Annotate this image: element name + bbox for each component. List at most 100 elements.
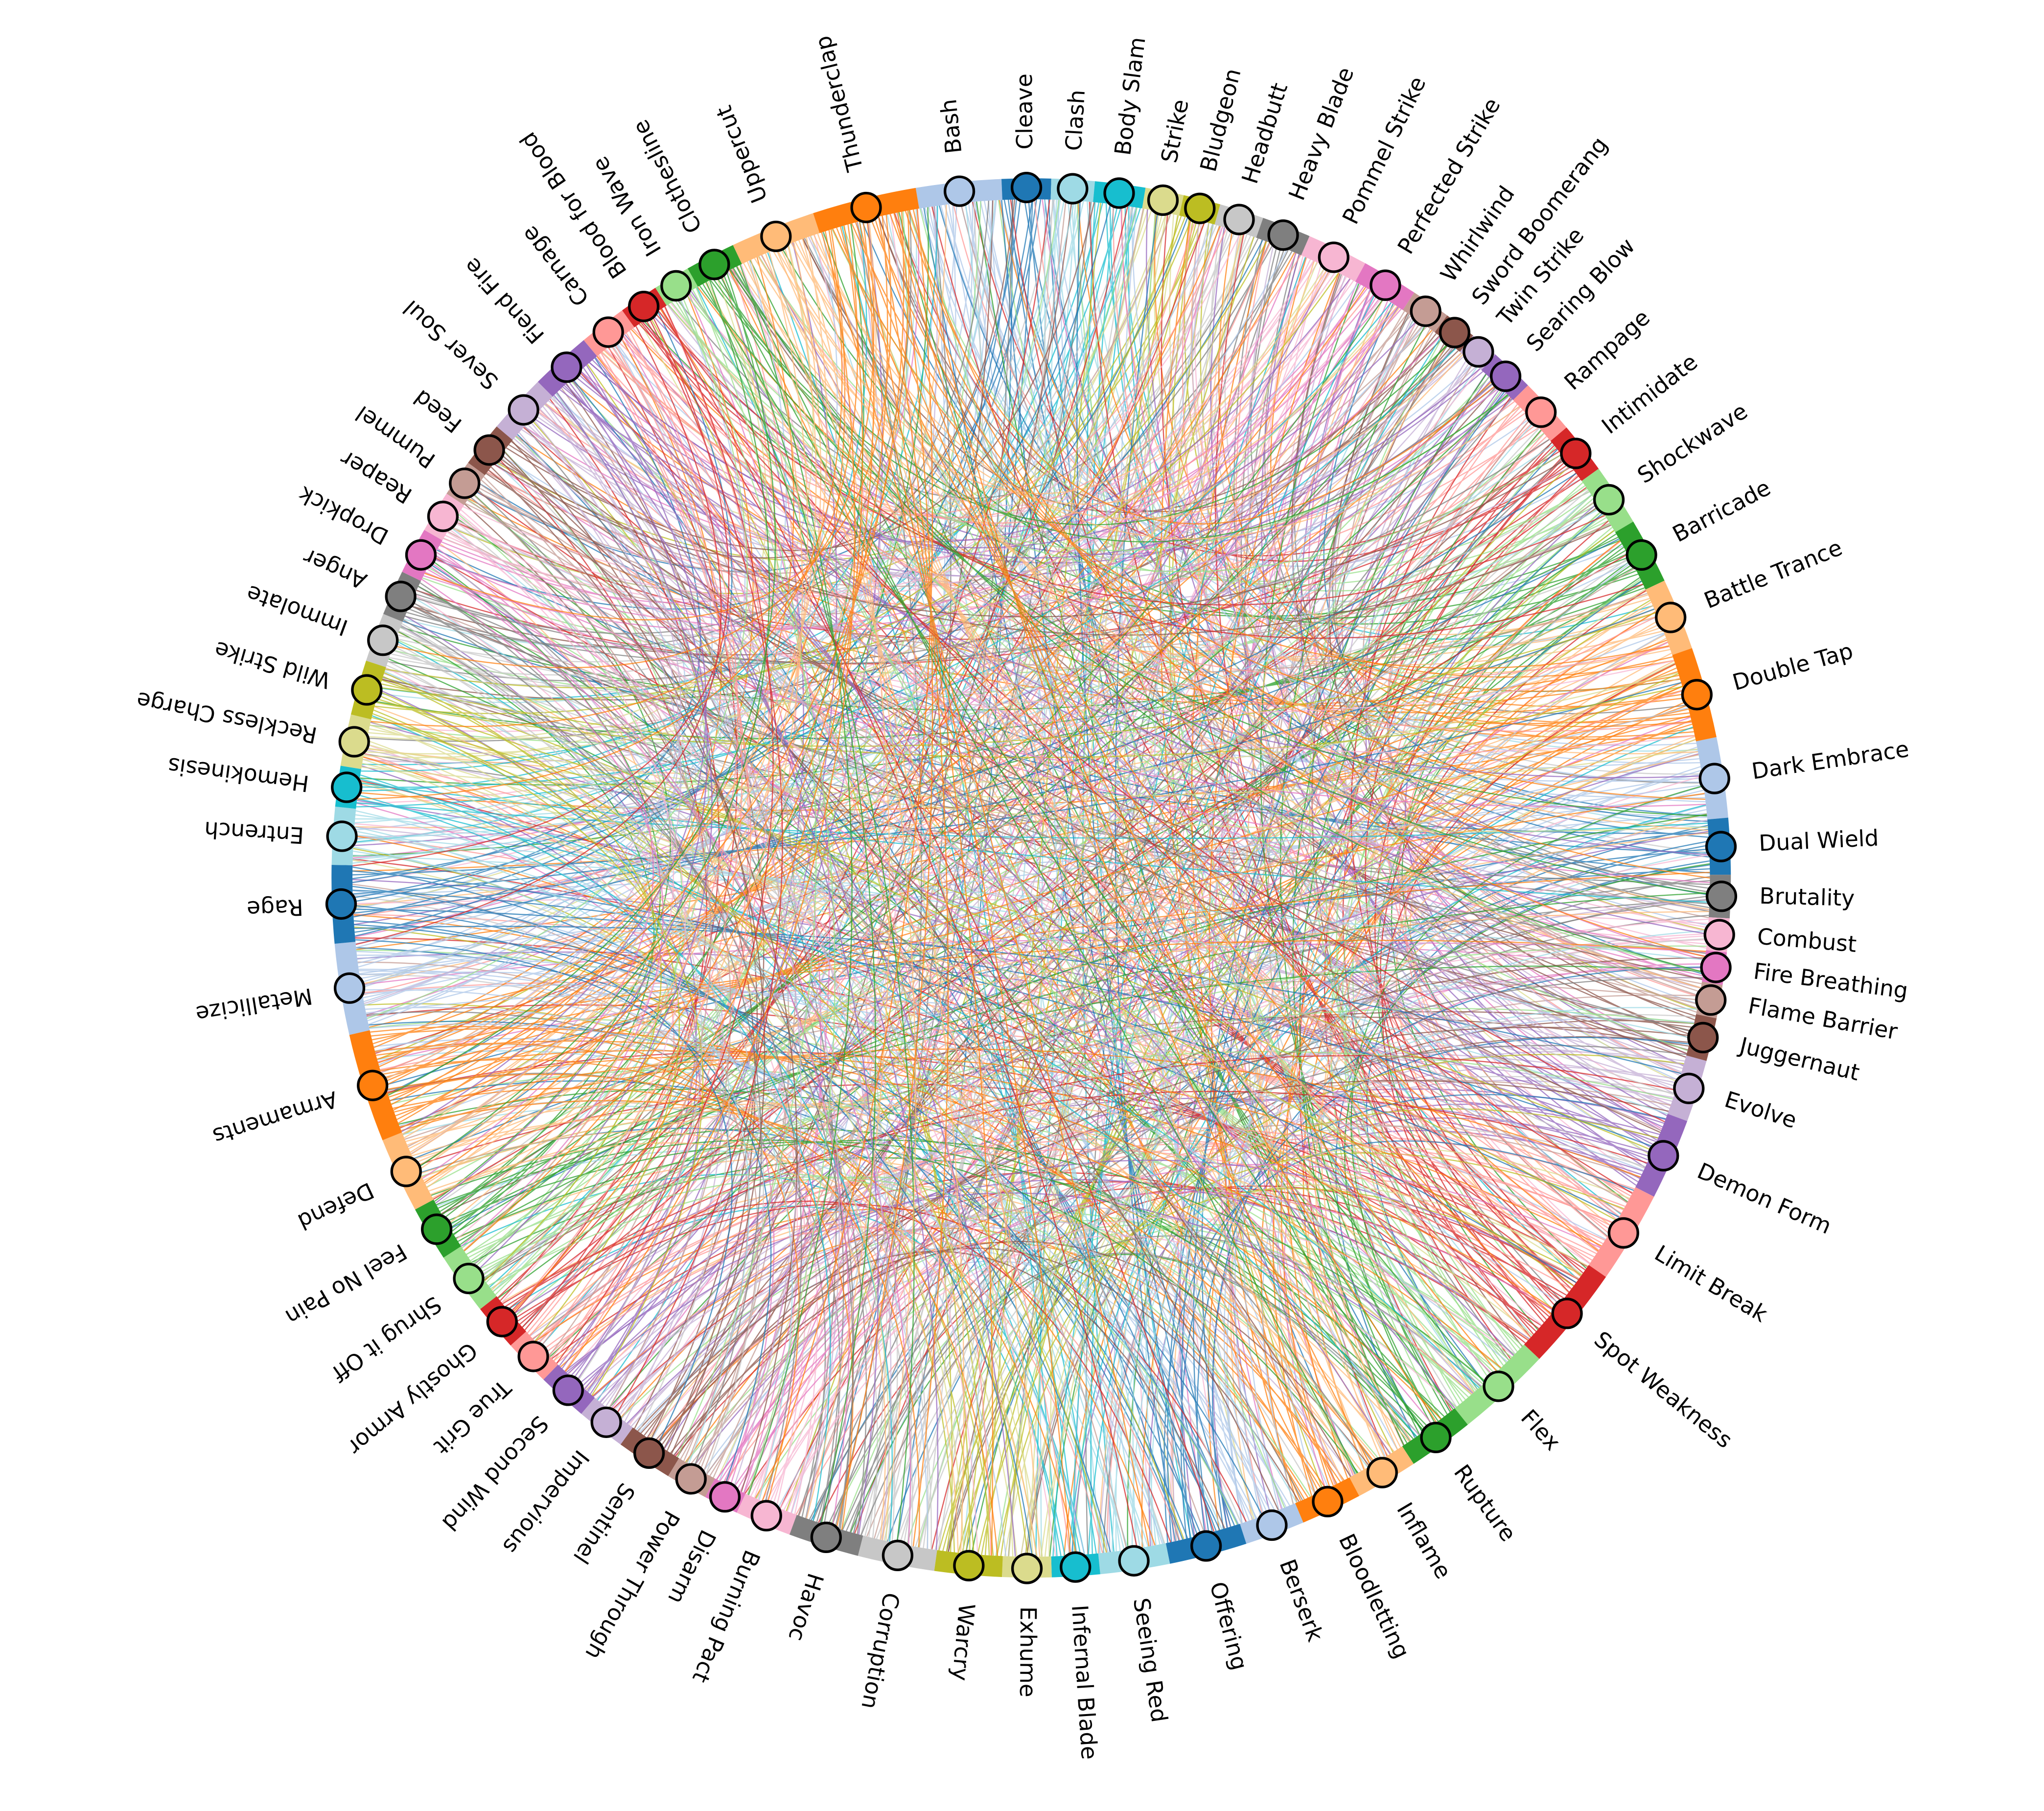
node-marker xyxy=(338,726,370,758)
node-marker xyxy=(1560,438,1592,469)
node-label: Intimidate xyxy=(1597,349,1702,440)
node-marker xyxy=(405,539,437,571)
node-label: Rage xyxy=(246,894,303,922)
node-marker xyxy=(1673,1072,1705,1104)
node-marker xyxy=(1593,484,1625,516)
node-marker xyxy=(1256,1509,1288,1541)
node-label: Havoc xyxy=(783,1570,829,1644)
node-marker xyxy=(473,434,505,466)
node-marker xyxy=(1060,1551,1092,1583)
chord-strand xyxy=(388,264,1710,1544)
node-label: Dark Embrace xyxy=(1750,736,1910,785)
node-marker xyxy=(351,674,383,706)
node-marker xyxy=(367,625,399,656)
node-marker xyxy=(508,394,539,426)
node-marker xyxy=(486,1306,518,1338)
node-label: Cleave xyxy=(1011,73,1038,150)
node-label: Combust xyxy=(1756,924,1858,958)
node-marker xyxy=(517,1341,549,1372)
node-marker xyxy=(1057,173,1089,205)
node-label: Inflame xyxy=(1392,1498,1457,1583)
node-label: Strike xyxy=(1156,97,1194,165)
node-marker xyxy=(882,1539,913,1572)
node-label: Demon Form xyxy=(1694,1158,1835,1239)
node-label: Evolve xyxy=(1721,1086,1800,1134)
node-label: Battle Trance xyxy=(1700,534,1846,614)
node-marker xyxy=(943,175,976,207)
node-marker xyxy=(325,888,357,920)
node-marker xyxy=(1190,1530,1222,1562)
node-marker xyxy=(1655,602,1687,633)
node-label: Entrench xyxy=(204,816,305,848)
node-label: Warcry xyxy=(947,1602,980,1682)
node-marker xyxy=(1648,1140,1679,1172)
node-marker xyxy=(385,580,417,612)
node-label: Juggernaut xyxy=(1736,1032,1862,1086)
chord-strand xyxy=(357,209,1710,1556)
node-label: Bloodletting xyxy=(1334,1530,1415,1662)
node-label: Reckless Charge xyxy=(134,687,319,748)
node-label: Clash xyxy=(1061,89,1090,152)
node-label: Immolate xyxy=(243,580,351,641)
node-marker xyxy=(1483,1370,1514,1402)
node-label: Sentinel xyxy=(568,1479,640,1569)
node-marker xyxy=(333,972,366,1004)
node-label: Shockwave xyxy=(1633,398,1752,488)
node-marker xyxy=(1267,219,1299,251)
node-marker xyxy=(1525,396,1557,428)
node-label: Dual Wield xyxy=(1758,825,1879,856)
node-label: Body Slam xyxy=(1110,36,1151,157)
node-marker xyxy=(357,1069,389,1101)
node-marker xyxy=(633,1437,665,1469)
node-label: Uppercut xyxy=(711,102,772,207)
node-label: Flex xyxy=(1516,1405,1566,1456)
node-marker xyxy=(810,1521,842,1554)
node-label: Corruption xyxy=(856,1590,905,1711)
node-marker xyxy=(552,1374,584,1406)
node-marker xyxy=(1607,1217,1639,1249)
node-marker xyxy=(675,1463,707,1495)
node-marker xyxy=(1318,241,1349,273)
node-marker xyxy=(1118,1545,1150,1577)
node-marker xyxy=(449,467,481,499)
node-marker xyxy=(1439,317,1471,348)
node-marker xyxy=(698,249,730,280)
node-marker xyxy=(1695,984,1727,1016)
node-marker xyxy=(1687,1022,1719,1054)
node-marker xyxy=(590,1406,622,1438)
node-marker xyxy=(390,1156,422,1187)
node-label: Seeing Red xyxy=(1128,1596,1172,1724)
node-marker xyxy=(331,771,363,803)
node-marker xyxy=(1011,1553,1043,1584)
node-label: Limit Break xyxy=(1650,1240,1772,1328)
node-marker xyxy=(326,820,358,852)
node-label: Anger xyxy=(299,543,371,594)
node-marker xyxy=(850,191,882,224)
node-label: Bash xyxy=(935,98,967,155)
node-markers xyxy=(325,171,1738,1584)
node-marker xyxy=(1700,952,1732,983)
node-label: Wild Strike xyxy=(211,636,333,694)
node-marker xyxy=(1366,1457,1398,1488)
chord-strand xyxy=(367,287,1704,1508)
node-label: Heavy Blade xyxy=(1284,64,1359,204)
node-marker xyxy=(421,1213,453,1245)
node-label: Headbutt xyxy=(1237,80,1293,186)
node-marker xyxy=(1681,679,1713,711)
node-label: Rupture xyxy=(1449,1460,1521,1547)
node-label: Spot Weakness xyxy=(1589,1326,1737,1453)
node-label: Armaments xyxy=(209,1086,341,1150)
node-label: Thunderclap xyxy=(810,33,868,175)
node-label: Hemokinesis xyxy=(166,752,311,797)
node-marker xyxy=(1223,204,1255,235)
node-label: Berserk xyxy=(1274,1556,1328,1645)
node-label: Double Tap xyxy=(1730,638,1856,696)
node-marker xyxy=(1463,336,1494,368)
node-marker xyxy=(953,1550,985,1581)
node-marker xyxy=(427,500,459,533)
node-label: Exhume xyxy=(1015,1606,1041,1697)
node-marker xyxy=(760,220,792,253)
node-marker xyxy=(750,1500,782,1532)
